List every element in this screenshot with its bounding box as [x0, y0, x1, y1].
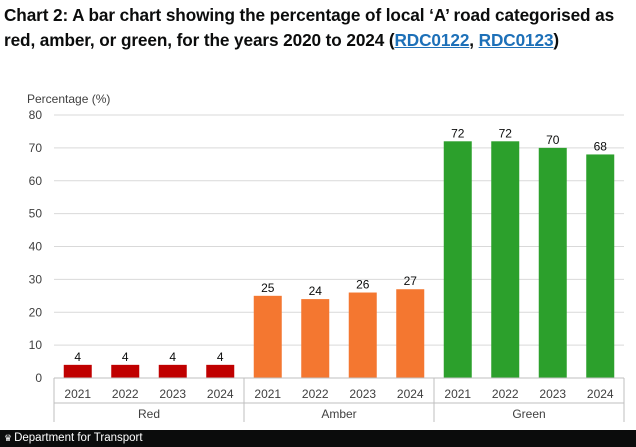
bar-green-2024 — [586, 154, 615, 378]
footer-text: Department for Transport — [14, 432, 143, 444]
crown-icon: ♛ — [4, 433, 13, 443]
chart-title: Chart 2: A bar chart showing the percent… — [4, 3, 632, 53]
x-tick-label: 2022 — [112, 387, 139, 401]
bar-red-2024 — [206, 364, 235, 378]
data-label: 4 — [217, 350, 224, 364]
bar-green-2021 — [443, 141, 472, 378]
data-label: 27 — [404, 274, 418, 288]
y-tick-label: 80 — [29, 108, 43, 122]
x-tick-label: 2021 — [64, 387, 91, 401]
group-label-amber: Amber — [321, 407, 356, 421]
x-tick-label: 2023 — [349, 387, 376, 401]
group-label-red: Red — [138, 407, 160, 421]
x-tick-label: 2024 — [587, 387, 614, 401]
bar-red-2023 — [158, 364, 187, 378]
rdc0123-link[interactable]: RDC0123 — [478, 30, 554, 50]
rdc0122-link[interactable]: RDC0122 — [394, 30, 470, 50]
y-tick-label: 30 — [29, 272, 43, 286]
x-tick-label: 2022 — [492, 387, 519, 401]
y-tick-label: 50 — [29, 207, 43, 221]
data-label: 72 — [499, 126, 513, 140]
data-label: 72 — [451, 126, 465, 140]
x-tick-label: 2022 — [302, 387, 329, 401]
data-label: 26 — [356, 278, 370, 292]
bar-green-2023 — [538, 147, 567, 378]
bar-red-2021 — [63, 364, 92, 378]
data-label: 4 — [122, 350, 129, 364]
data-label: 25 — [261, 281, 275, 295]
bar-amber-2024 — [396, 289, 425, 378]
y-tick-label: 0 — [35, 371, 42, 385]
data-label: 4 — [169, 350, 176, 364]
bar-green-2022 — [491, 141, 520, 378]
bar-chart: Percentage (%) 0 10 20 30 40 50 60 70 80 4 4 4 4 25 2… — [27, 92, 625, 422]
bar-amber-2023 — [348, 292, 377, 378]
y-tick-label: 20 — [29, 305, 43, 319]
gridlines — [54, 114, 624, 346]
y-axis-label: Percentage (%) — [27, 92, 110, 106]
bar-amber-2022 — [301, 299, 330, 378]
bar-amber-2021 — [253, 295, 282, 378]
x-tick-label: 2024 — [207, 387, 234, 401]
y-tick-label: 10 — [29, 338, 43, 352]
x-tick-label: 2024 — [397, 387, 424, 401]
y-tick-label: 70 — [29, 141, 43, 155]
x-tick-label: 2021 — [254, 387, 281, 401]
group-label-green: Green — [512, 407, 545, 421]
title-text: Chart 2: A bar chart showing the percent… — [4, 5, 615, 50]
x-tick-label: 2021 — [444, 387, 471, 401]
title-separator: , — [469, 30, 479, 50]
data-label: 70 — [546, 133, 560, 147]
data-label: 24 — [309, 284, 323, 298]
data-label: 68 — [594, 139, 608, 153]
x-tick-label: 2023 — [159, 387, 186, 401]
y-tick-label: 60 — [29, 174, 43, 188]
axes — [53, 377, 625, 422]
x-axis-labels: 2021 2022 2023 2024 Red 2021 2022 2023 2024 Amber… — [64, 387, 614, 421]
source-footer: ♛ Department for Transport — [0, 430, 636, 447]
title-close: ) — [553, 30, 560, 50]
y-tick-label: 40 — [29, 240, 43, 254]
bars: 4 4 4 4 25 24 26 27 72 72 70 68 — [63, 126, 615, 378]
y-axis-ticks: 0 10 20 30 40 50 60 70 80 — [29, 108, 43, 385]
x-tick-label: 2023 — [539, 387, 566, 401]
bar-red-2022 — [111, 364, 140, 378]
data-label: 4 — [74, 350, 81, 364]
